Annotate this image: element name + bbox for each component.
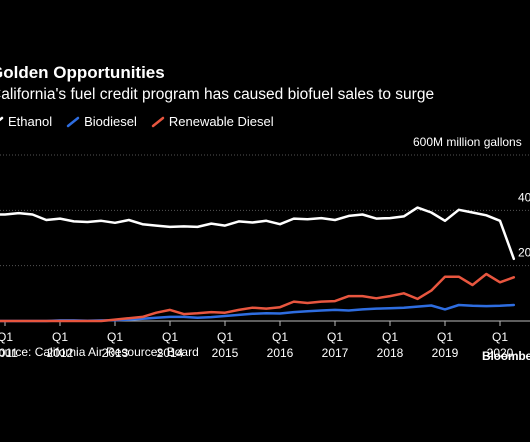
y-tick-label-600: 600M million gallons: [413, 135, 522, 149]
legend-label-ethanol: Ethanol: [8, 114, 53, 129]
x-tick-q-2019: Q1: [437, 330, 453, 344]
y-tick-label-200: 200: [518, 246, 530, 260]
chart-title: Golden Opportunities: [0, 63, 165, 82]
x-tick-q-2016: Q1: [272, 330, 288, 344]
legend-swatch-biodiesel: [66, 116, 80, 127]
legend-swatch-ethanol: [0, 116, 4, 121]
chart-source: Source: California Air Resources Board: [0, 345, 199, 359]
series-line-ethanol: [0, 206, 516, 261]
legend-label-biodiesel: Biodiesel: [84, 114, 137, 129]
x-tick-q-2013: Q1: [107, 330, 123, 344]
x-tick-year-2017: 2017: [322, 346, 349, 360]
legend-item-renewable-diesel: Renewable Diesel: [151, 114, 274, 129]
x-tick-year-2013: 2013: [102, 346, 129, 360]
x-tick-q-2020: Q1: [492, 330, 508, 344]
x-tick-year-2018: 2018: [377, 346, 404, 360]
brand-logo: Bloomberg: [482, 349, 530, 363]
x-tick-q-2017: Q1: [327, 330, 343, 344]
legend-item-ethanol: Ethanol: [0, 114, 52, 129]
chart-subtitle: California's fuel credit program has cau…: [0, 86, 435, 103]
x-tick-year-2012: 2012: [47, 346, 74, 360]
legend-label-renewable-diesel: Renewable Diesel: [168, 114, 274, 129]
legend-item-biodiesel: Biodiesel: [66, 114, 137, 129]
x-tick-year-2016: 2016: [267, 346, 294, 360]
x-tick-year-2015: 2015: [212, 346, 239, 360]
x-tick-q-2014: Q1: [162, 330, 178, 344]
series-line-renewable-diesel: [0, 272, 516, 323]
x-tick-year-2011: 2011: [0, 346, 18, 360]
x-tick-q-2011: Q1: [0, 330, 13, 344]
y-tick-label-400: 400: [518, 190, 530, 204]
x-tick-q-2015: Q1: [217, 330, 233, 344]
legend-swatch-renewable-diesel: [151, 116, 165, 127]
x-tick-year-2014: 2014: [157, 346, 184, 360]
x-tick-q-2018: Q1: [382, 330, 398, 344]
x-tick-year-2020: 2020: [487, 346, 514, 360]
x-tick-year-2019: 2019: [432, 346, 459, 360]
chart-legend: Ethanol Biodiesel Renewable Diesel: [0, 114, 288, 129]
x-tick-q-2012: Q1: [52, 330, 68, 344]
